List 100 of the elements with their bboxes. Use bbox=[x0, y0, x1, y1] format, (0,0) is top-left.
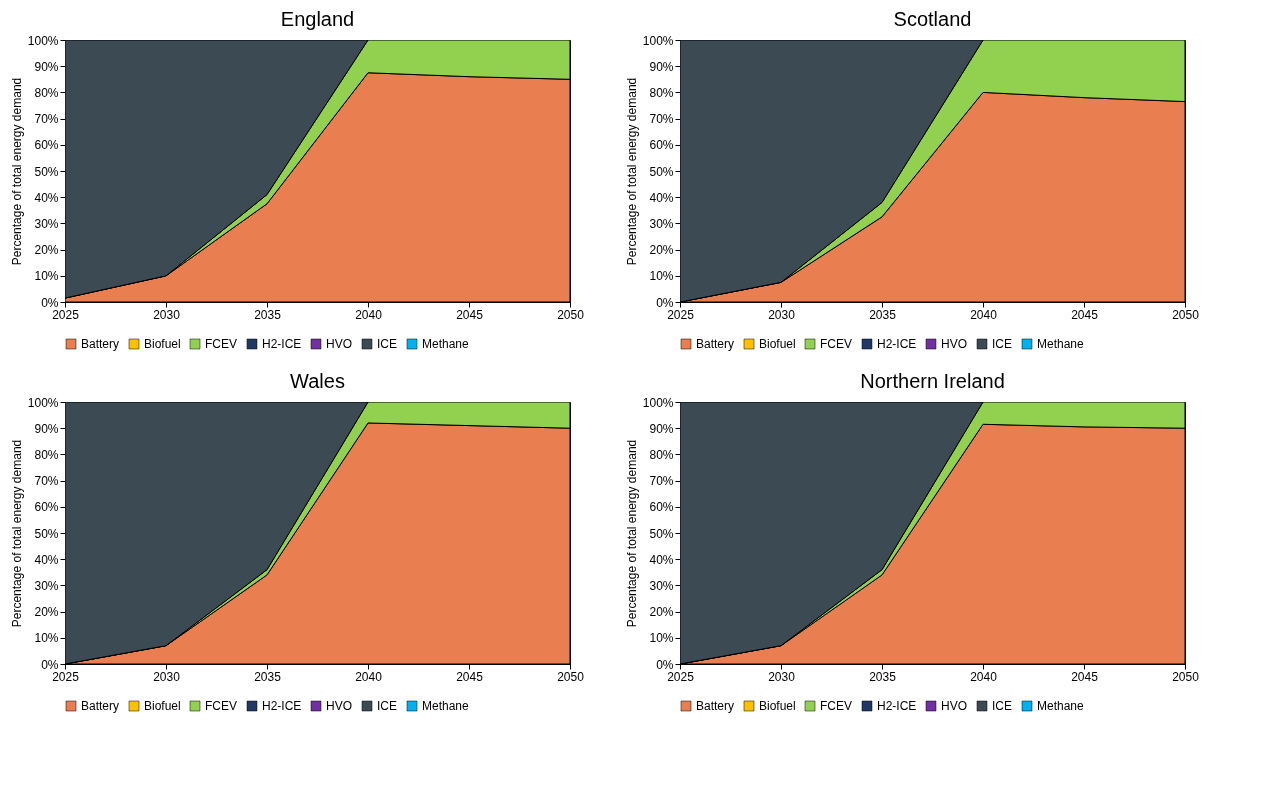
y-tick-label: 100% bbox=[27, 395, 59, 410]
legend-label: Biofuel bbox=[759, 699, 796, 713]
y-tick-label: 70% bbox=[34, 112, 59, 127]
legend-label: FCEV bbox=[205, 699, 238, 713]
chart-title: England bbox=[280, 8, 355, 30]
x-tick-label: 2050 bbox=[557, 307, 585, 322]
y-tick-label: 80% bbox=[34, 447, 59, 462]
x-tick-label: 2040 bbox=[355, 307, 383, 322]
x-tick-label: 2025 bbox=[667, 307, 695, 322]
y-tick-label: 90% bbox=[34, 59, 59, 74]
legend-label: Biofuel bbox=[144, 337, 181, 351]
x-tick-label: 2045 bbox=[456, 307, 484, 322]
y-tick-label: 80% bbox=[34, 85, 59, 100]
x-tick-label: 2040 bbox=[970, 307, 998, 322]
x-tick-label: 2050 bbox=[557, 669, 585, 684]
legend-label: HVO bbox=[326, 337, 353, 351]
legend-label: Battery bbox=[81, 699, 120, 713]
y-tick-label: 70% bbox=[649, 474, 674, 489]
chart-title: Scotland bbox=[893, 8, 972, 30]
y-axis-title: Percentage of total energy demand bbox=[9, 77, 24, 266]
x-tick-label: 2045 bbox=[1071, 307, 1099, 322]
legend-label: HVO bbox=[326, 699, 353, 713]
legend-label: Biofuel bbox=[144, 699, 181, 713]
chart-title: Wales bbox=[290, 370, 345, 392]
y-tick-label: 40% bbox=[649, 552, 674, 567]
y-axis-title: Percentage of total energy demand bbox=[624, 77, 639, 266]
y-tick-label: 100% bbox=[27, 33, 59, 48]
y-tick-label: 90% bbox=[649, 421, 674, 436]
y-tick-label: 10% bbox=[649, 631, 674, 646]
legend-label: H2-ICE bbox=[262, 337, 302, 351]
y-tick-label: 40% bbox=[34, 190, 59, 205]
y-tick-label: 30% bbox=[649, 578, 674, 593]
legend-label: Battery bbox=[81, 337, 120, 351]
y-tick-label: 0% bbox=[41, 657, 59, 672]
y-tick-label: 10% bbox=[34, 631, 59, 646]
y-tick-label: 30% bbox=[649, 216, 674, 231]
y-tick-label: 100% bbox=[642, 395, 674, 410]
x-tick-label: 2050 bbox=[1172, 669, 1200, 684]
y-tick-label: 70% bbox=[34, 474, 59, 489]
x-tick-label: 2030 bbox=[768, 307, 796, 322]
legend-label: Battery bbox=[696, 699, 735, 713]
y-tick-label: 20% bbox=[34, 243, 59, 258]
y-tick-label: 90% bbox=[649, 59, 674, 74]
y-tick-label: 0% bbox=[656, 657, 674, 672]
y-tick-label: 100% bbox=[642, 33, 674, 48]
chart-title: Northern Ireland bbox=[860, 370, 1005, 392]
legend-label: HVO bbox=[941, 337, 968, 351]
x-tick-label: 2035 bbox=[254, 307, 282, 322]
x-tick-label: 2030 bbox=[768, 669, 796, 684]
y-tick-label: 20% bbox=[649, 605, 674, 620]
legend-label: Battery bbox=[696, 337, 735, 351]
x-tick-label: 2035 bbox=[869, 669, 897, 684]
y-tick-label: 60% bbox=[649, 500, 674, 515]
x-tick-label: 2030 bbox=[153, 307, 181, 322]
y-tick-label: 50% bbox=[34, 526, 59, 541]
legend-label: ICE bbox=[992, 337, 1013, 351]
y-tick-label: 90% bbox=[34, 421, 59, 436]
y-tick-label: 30% bbox=[34, 216, 59, 231]
y-tick-label: 40% bbox=[649, 190, 674, 205]
x-tick-label: 2045 bbox=[456, 669, 484, 684]
legend-label: ICE bbox=[992, 699, 1013, 713]
legend-label: FCEV bbox=[205, 337, 238, 351]
y-tick-label: 50% bbox=[649, 526, 674, 541]
y-tick-label: 60% bbox=[34, 138, 59, 153]
legend-label: Methane bbox=[422, 699, 470, 713]
x-tick-label: 2040 bbox=[970, 669, 998, 684]
legend-label: HVO bbox=[941, 699, 968, 713]
legend-label: Biofuel bbox=[759, 337, 796, 351]
y-axis-title: Percentage of total energy demand bbox=[9, 439, 24, 628]
x-tick-label: 2025 bbox=[667, 669, 695, 684]
legend-label: Methane bbox=[422, 337, 470, 351]
y-tick-label: 70% bbox=[649, 112, 674, 127]
y-tick-label: 0% bbox=[656, 295, 674, 310]
y-tick-label: 10% bbox=[34, 269, 59, 284]
y-tick-label: 20% bbox=[34, 605, 59, 620]
x-tick-label: 2030 bbox=[153, 669, 181, 684]
legend-label: FCEV bbox=[820, 699, 853, 713]
y-tick-label: 10% bbox=[649, 269, 674, 284]
x-tick-label: 2025 bbox=[52, 669, 80, 684]
legend-label: FCEV bbox=[820, 337, 853, 351]
x-tick-label: 2025 bbox=[52, 307, 80, 322]
y-tick-label: 80% bbox=[649, 85, 674, 100]
y-tick-label: 0% bbox=[41, 295, 59, 310]
x-tick-label: 2040 bbox=[355, 669, 383, 684]
legend-label: H2-ICE bbox=[877, 699, 917, 713]
y-tick-label: 20% bbox=[649, 243, 674, 258]
x-tick-label: 2045 bbox=[1071, 669, 1099, 684]
legend-label: Methane bbox=[1037, 699, 1085, 713]
legend-label: H2-ICE bbox=[877, 337, 917, 351]
y-tick-label: 40% bbox=[34, 552, 59, 567]
y-tick-label: 30% bbox=[34, 578, 59, 593]
legend-label: H2-ICE bbox=[262, 699, 302, 713]
legend-label: ICE bbox=[377, 699, 398, 713]
y-tick-label: 80% bbox=[649, 447, 674, 462]
y-tick-label: 60% bbox=[649, 138, 674, 153]
y-tick-label: 60% bbox=[34, 500, 59, 515]
legend-label: ICE bbox=[377, 337, 398, 351]
y-tick-label: 50% bbox=[649, 164, 674, 179]
legend-label: Methane bbox=[1037, 337, 1085, 351]
x-tick-label: 2035 bbox=[869, 307, 897, 322]
